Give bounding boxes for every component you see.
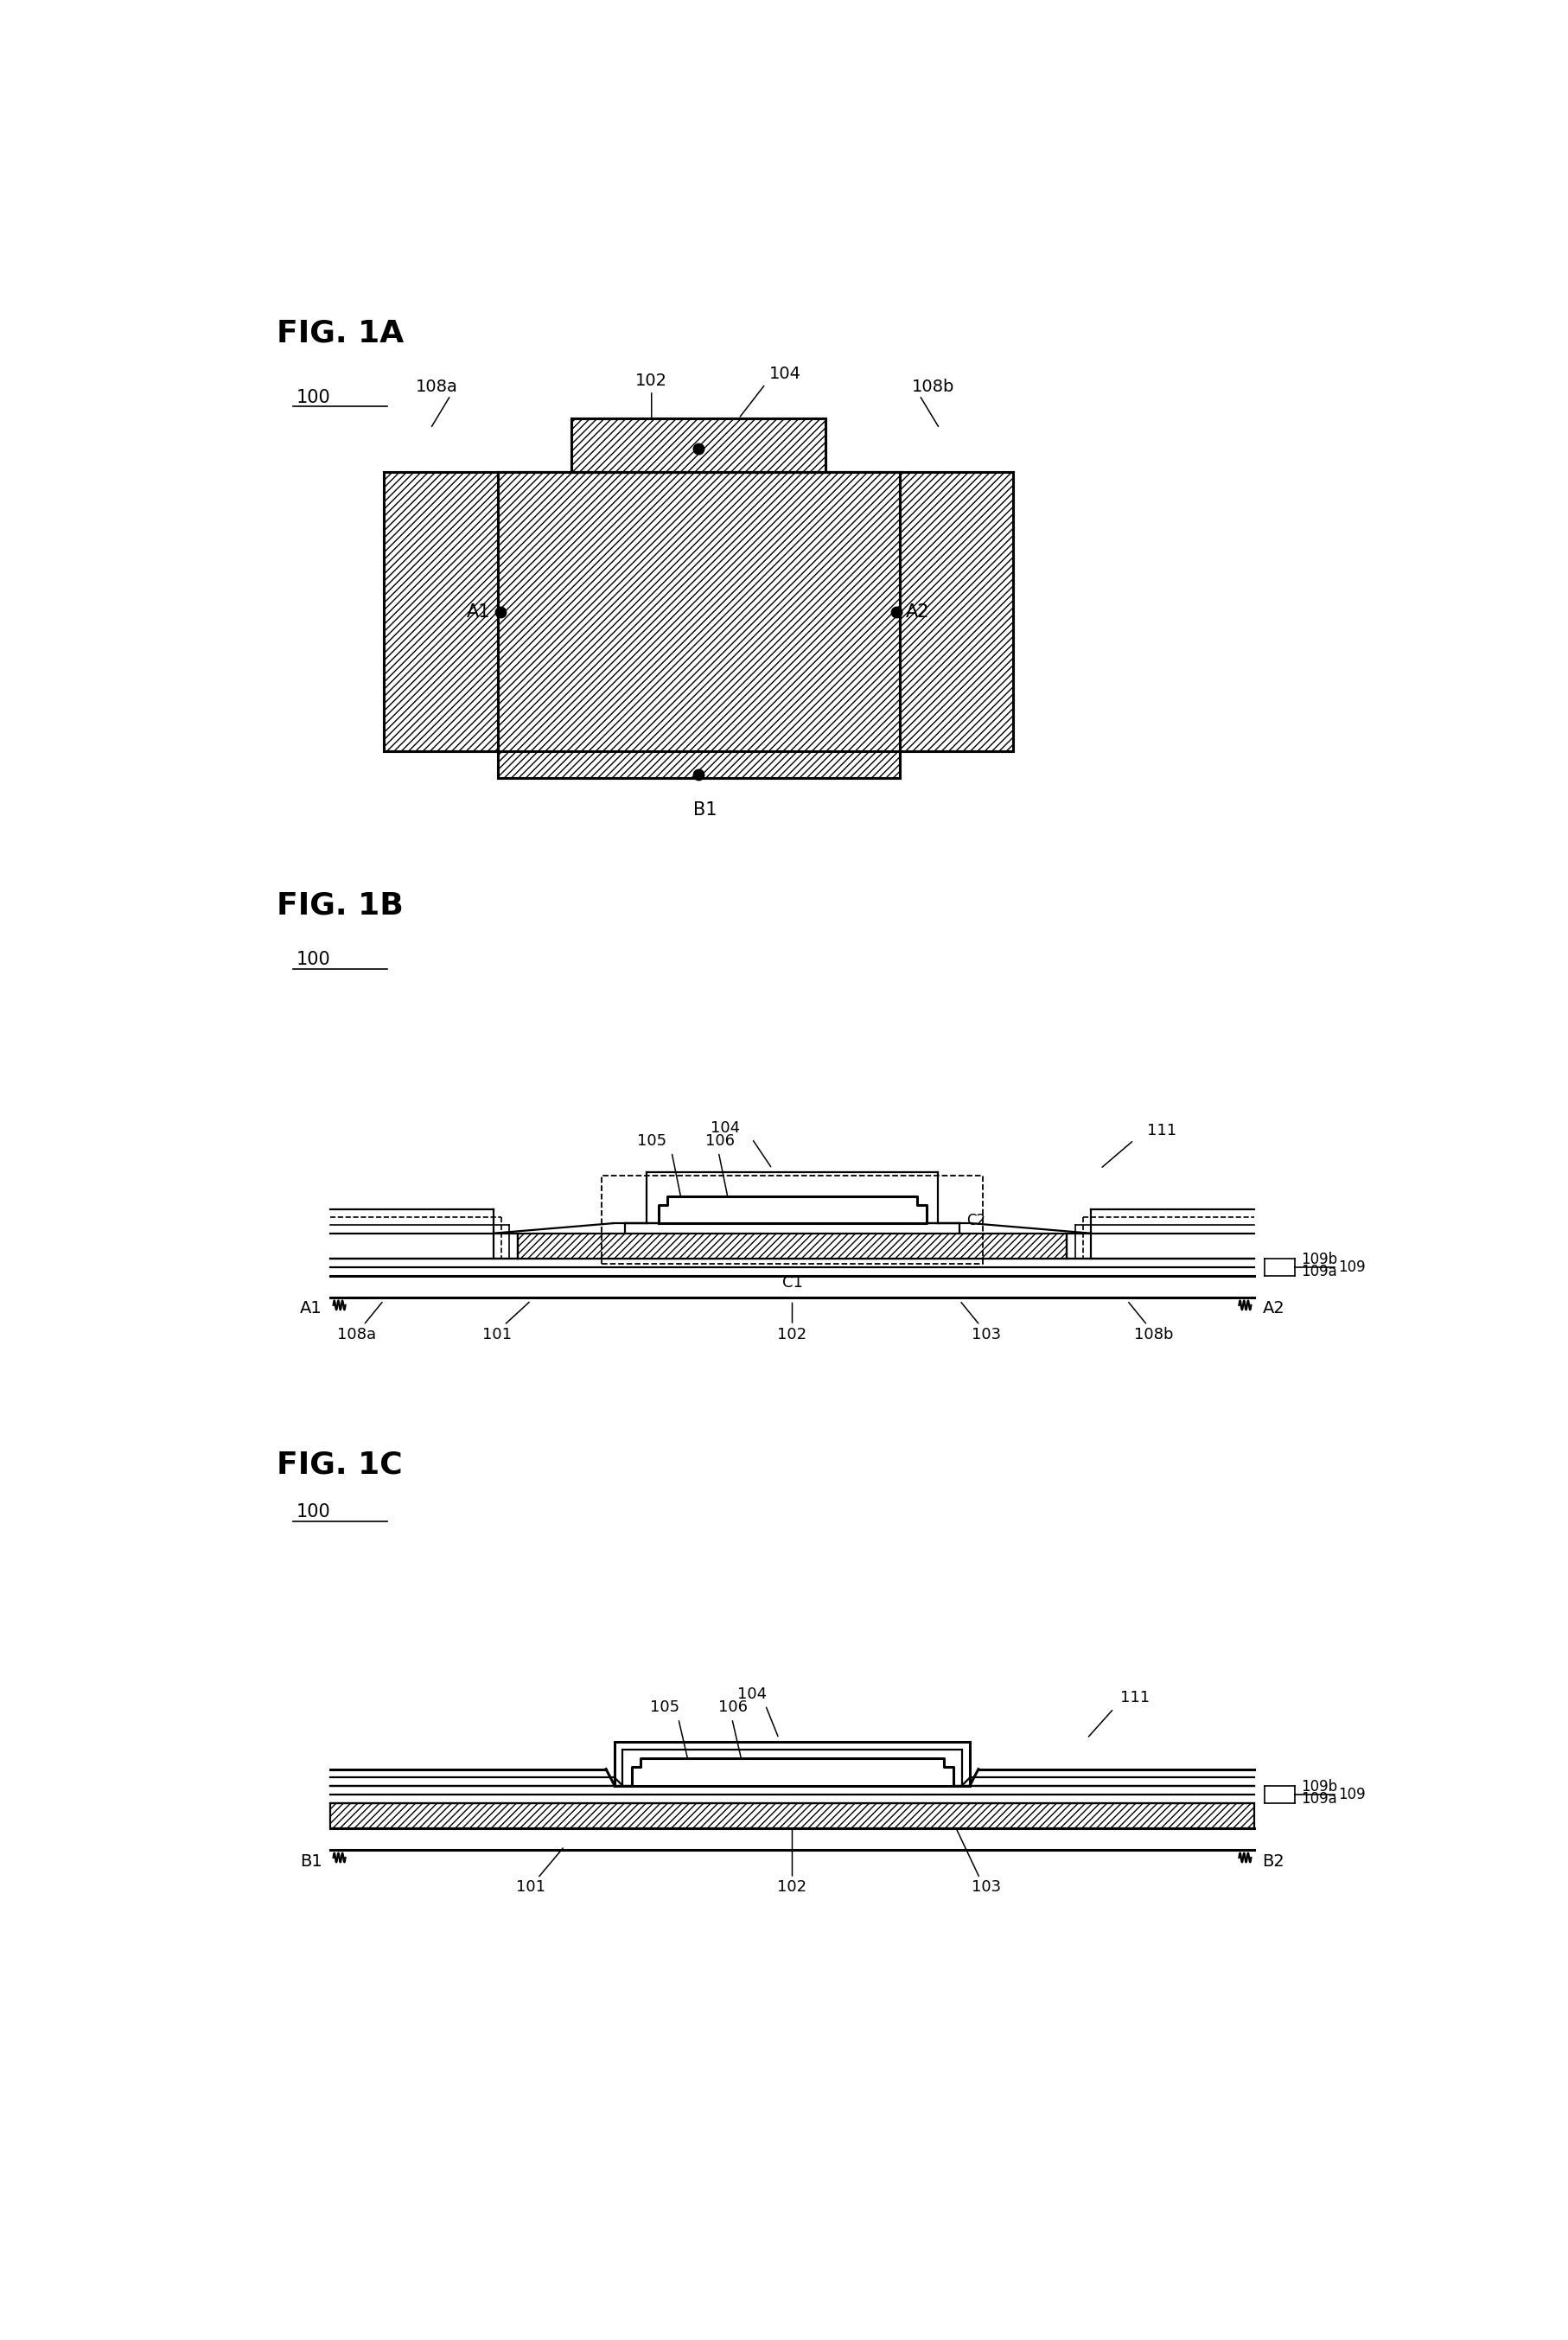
Polygon shape	[632, 1757, 953, 1785]
Text: 109b: 109b	[1301, 1252, 1338, 1266]
Text: 105: 105	[637, 1133, 666, 1149]
Text: 108b: 108b	[911, 379, 955, 395]
Text: 103: 103	[972, 1327, 1002, 1343]
Bar	[329, 1804, 1254, 1828]
Text: 109a: 109a	[1301, 1264, 1338, 1280]
Text: 111: 111	[1148, 1123, 1176, 1140]
Polygon shape	[659, 1196, 927, 1224]
Text: C2: C2	[966, 1212, 986, 1228]
Text: FIG. 1A: FIG. 1A	[276, 318, 403, 349]
Bar	[517, 1233, 1066, 1259]
Text: A2: A2	[906, 604, 930, 620]
Bar	[571, 419, 826, 473]
Text: 109b: 109b	[1301, 1778, 1338, 1795]
Text: A2: A2	[1262, 1301, 1284, 1317]
Text: 100: 100	[296, 1505, 331, 1521]
Text: 104: 104	[710, 1121, 740, 1135]
Text: 102: 102	[778, 1879, 808, 1895]
Text: A1: A1	[467, 604, 491, 620]
Text: 100: 100	[296, 950, 331, 969]
Text: 101: 101	[483, 1327, 513, 1343]
Bar	[497, 473, 900, 777]
Text: FIG. 1B: FIG. 1B	[276, 892, 403, 920]
Text: 111: 111	[1121, 1689, 1149, 1706]
Text: C1: C1	[782, 1275, 803, 1292]
Text: 108a: 108a	[337, 1327, 376, 1343]
Bar	[601, 1177, 983, 1264]
Text: FIG. 1C: FIG. 1C	[276, 1451, 403, 1479]
Text: B1: B1	[299, 1853, 321, 1870]
Text: 109: 109	[1338, 1259, 1366, 1275]
Text: 106: 106	[718, 1699, 748, 1715]
Text: 100: 100	[296, 388, 331, 405]
Text: 106: 106	[706, 1133, 734, 1149]
Text: 104: 104	[770, 365, 801, 381]
Text: 102: 102	[778, 1327, 808, 1343]
Text: 105: 105	[651, 1699, 679, 1715]
Text: B2: B2	[1262, 1853, 1284, 1870]
Text: 102: 102	[635, 372, 668, 388]
Bar	[497, 473, 900, 777]
Text: B2: B2	[715, 421, 739, 438]
Bar	[384, 473, 1013, 751]
Text: 101: 101	[516, 1879, 546, 1895]
Text: A1: A1	[299, 1301, 321, 1317]
Text: 109: 109	[1338, 1788, 1366, 1802]
Bar	[571, 419, 826, 473]
Bar	[384, 473, 1013, 751]
Text: 109a: 109a	[1301, 1790, 1338, 1806]
Text: 108a: 108a	[416, 379, 458, 395]
Text: B1: B1	[693, 800, 717, 819]
Text: 103: 103	[972, 1879, 1002, 1895]
Text: 108b: 108b	[1134, 1327, 1173, 1343]
Text: 104: 104	[737, 1687, 767, 1701]
